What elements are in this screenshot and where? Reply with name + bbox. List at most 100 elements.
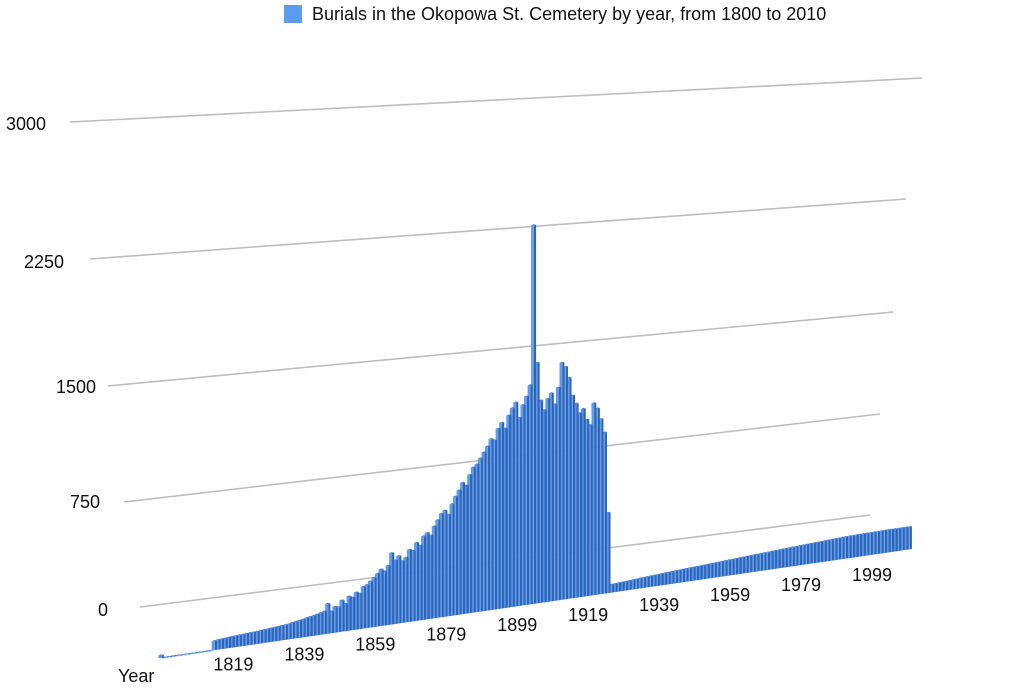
legend: Burials in the Okopowa St. Cemetery by y…: [284, 2, 826, 26]
bar-side: [455, 495, 459, 616]
bar-side: [810, 543, 813, 564]
bar-side: [271, 627, 274, 643]
bar-side: [594, 402, 597, 596]
bar-side: [306, 617, 310, 637]
bar-front: [208, 650, 212, 652]
bar-side: [161, 654, 164, 658]
bar-side: [392, 552, 395, 625]
bar-front: [566, 377, 570, 599]
bar-side: [746, 556, 749, 574]
bar-top: [893, 528, 898, 530]
bar-front: [598, 419, 602, 595]
bar-top: [690, 566, 696, 568]
bar-side: [753, 554, 756, 573]
bar-side: [321, 612, 324, 635]
bar-1949: [687, 567, 693, 582]
bars: [158, 224, 912, 659]
bar-side: [750, 555, 753, 573]
bar-1992: [839, 536, 845, 560]
bar-side: [438, 519, 441, 618]
bar-1978: [790, 546, 795, 567]
bar-top: [779, 548, 785, 550]
bar-side: [292, 622, 295, 639]
bar-side: [838, 537, 841, 560]
bar-1937: [644, 576, 650, 588]
bar-side: [842, 537, 845, 560]
bar-side: [356, 591, 359, 630]
bar-1971: [765, 551, 771, 571]
bar-2007: [893, 528, 898, 552]
bar-1975: [779, 548, 785, 568]
bar-1987: [822, 540, 827, 562]
bar-side: [618, 582, 622, 592]
bar-side: [888, 529, 891, 553]
bar-side: [590, 424, 593, 596]
bar-top: [715, 561, 721, 563]
bar-front: [907, 527, 910, 550]
x-tick-label: 1839: [284, 645, 324, 665]
bar-1928: [612, 582, 618, 593]
bar-side: [817, 541, 820, 563]
bar-top: [559, 361, 565, 363]
bar-1919: [580, 408, 586, 597]
bar-top: [499, 422, 505, 423]
bar-side: [636, 578, 639, 590]
bar-side: [718, 561, 721, 578]
bar-front: [776, 550, 779, 569]
bar-side: [353, 597, 356, 631]
bar-side: [732, 559, 735, 576]
bar-front: [197, 652, 201, 654]
bar-side: [884, 530, 888, 554]
bar-front: [864, 533, 868, 556]
bar-1986: [818, 540, 824, 563]
bar-side: [704, 564, 707, 580]
bar-front: [903, 527, 907, 550]
bar-top: [271, 626, 278, 628]
bar-top: [868, 531, 873, 533]
bar-top: [754, 553, 760, 555]
bar-top: [850, 534, 856, 536]
bar-side: [218, 639, 221, 650]
bar-1936: [641, 576, 646, 589]
bar-top: [531, 224, 537, 226]
bar-1973: [772, 550, 778, 570]
bar-side: [764, 552, 767, 571]
bar-2001: [871, 531, 877, 555]
bar-front: [637, 578, 641, 589]
bar-front: [818, 541, 822, 563]
bar-1942: [662, 572, 668, 585]
bar-front: [690, 567, 694, 581]
bar-1945: [673, 570, 678, 584]
bar-front: [875, 531, 878, 555]
bar-1974: [776, 549, 781, 569]
bar-top: [218, 638, 225, 640]
bar-front: [893, 529, 896, 552]
bar-side: [679, 569, 682, 583]
bar-2003: [879, 530, 884, 554]
bar-front: [626, 580, 630, 591]
bar-top: [396, 555, 402, 557]
bar-front: [666, 572, 669, 585]
bar-1952: [697, 565, 703, 580]
bar-top: [839, 536, 845, 538]
bar-side: [399, 555, 402, 624]
axis-labels: 0 750 1500 2250 3000 1819 1839 1859 1879 1899 1919…: [6, 114, 892, 686]
bar-side: [867, 532, 870, 556]
bar-top: [687, 567, 693, 569]
bar-side: [388, 565, 391, 626]
bar-side: [516, 401, 519, 607]
bar-side: [314, 615, 317, 636]
gridline-1500: [107, 311, 894, 387]
bar-top: [484, 445, 490, 447]
gridline-2250: [89, 198, 907, 260]
bar-side: [845, 536, 849, 559]
bar-front: [857, 534, 861, 557]
bar-front: [765, 552, 768, 571]
bar-top: [797, 545, 802, 547]
y-tick-label: 3000: [6, 114, 46, 134]
bar-side: [480, 457, 483, 612]
bar-side: [505, 427, 508, 609]
bar-front: [655, 574, 658, 586]
bar-side: [548, 398, 551, 602]
bar-front: [644, 577, 648, 588]
